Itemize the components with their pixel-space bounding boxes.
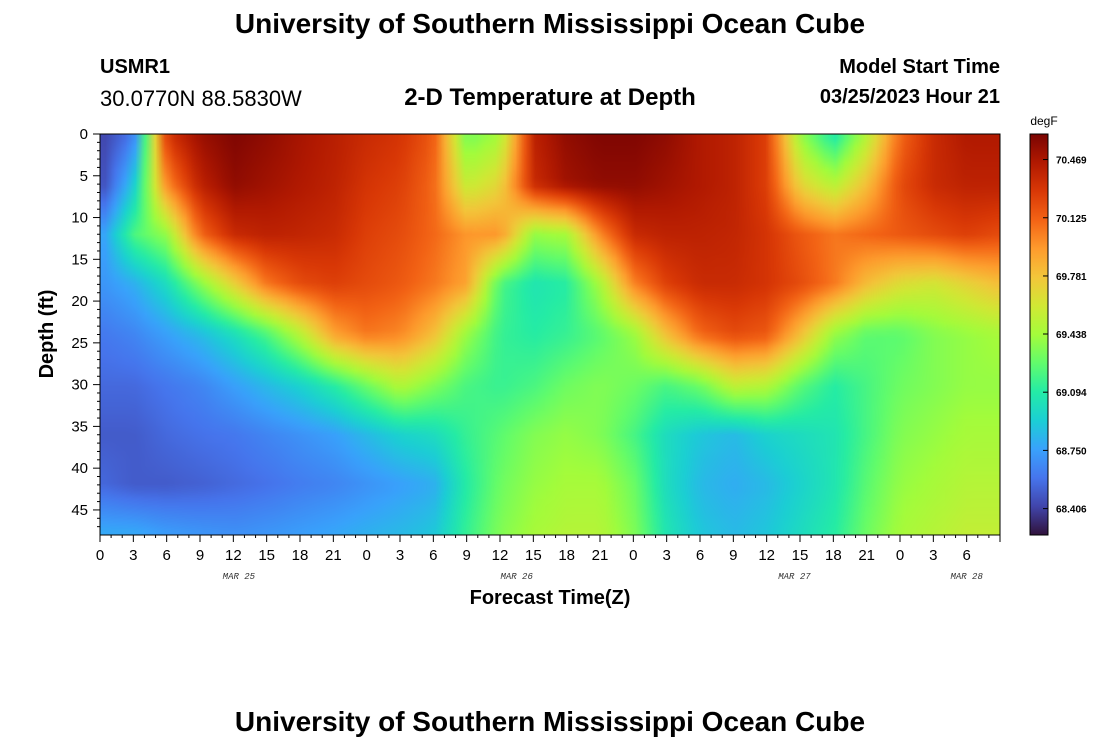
x-tick-label: 0: [362, 547, 370, 564]
x-tick-label: 0: [629, 547, 637, 564]
date-label: MAR 27: [778, 572, 811, 582]
x-tick-label: 18: [292, 547, 309, 564]
x-tick-label: 6: [162, 547, 170, 564]
x-tick-label: 0: [96, 547, 104, 564]
chart-subtitle: 2-D Temperature at Depth: [404, 84, 696, 111]
x-tick-label: 6: [696, 547, 704, 564]
x-tick-label: 18: [825, 547, 842, 564]
colorbar-tick-label: 69.781: [1056, 272, 1087, 283]
footer-title: University of Southern Mississippi Ocean…: [234, 706, 866, 737]
date-label: MAR 26: [500, 572, 533, 582]
x-tick-label: 3: [929, 547, 937, 564]
colorbar: [1029, 133, 1049, 536]
model-start-label: Model Start Time: [839, 56, 1000, 78]
x-tick-label: 6: [962, 547, 970, 564]
station-location: 30.0770N 88.5830W: [100, 86, 302, 111]
heatmap-chart: 0 3 6 9 12 15 18 21 0 3 6 9 12 15 18 21 0 3 6 9 12 15 18 21 0 3 6 M…: [36, 114, 1087, 609]
y-tick-label: 5: [80, 168, 88, 185]
colorbar-tick-label: 70.469: [1056, 156, 1087, 167]
x-tick-label: 3: [662, 547, 670, 564]
date-label: MAR 28: [950, 572, 983, 582]
y-tick-label: 15: [71, 251, 88, 268]
x-tick-label: 12: [758, 547, 775, 564]
x-tick-label: 9: [729, 547, 737, 564]
x-tick-label: 12: [225, 547, 242, 564]
y-tick-label: 10: [71, 210, 88, 227]
colorbar-ticks: 70.469 70.125 69.781 69.438 69.094 68.750 68.4…: [1043, 156, 1087, 516]
y-tick-label: 20: [71, 293, 88, 310]
y-tick-label: 35: [71, 418, 88, 435]
date-label: MAR 25: [223, 572, 256, 582]
x-tick-label: 15: [525, 547, 542, 564]
y-axis-label: Depth (ft): [36, 290, 58, 379]
colorbar-unit: degF: [1030, 114, 1057, 128]
x-tick-label: 15: [258, 547, 275, 564]
x-tick-label: 18: [558, 547, 575, 564]
chart-main-title: University of Southern Mississippi Ocean…: [234, 8, 866, 39]
colorbar-tick-label: 68.750: [1056, 446, 1087, 457]
x-tick-label: 21: [325, 547, 342, 564]
x-tick-label: 21: [592, 547, 609, 564]
heatmap-raster: [100, 134, 1000, 535]
plot-axes: 0 3 6 9 12 15 18 21 0 3 6 9 12 15 18 21 0 3 6 9 12 15 18 21 0 3 6 M…: [71, 126, 1001, 582]
colorbar-tick-label: 69.438: [1056, 330, 1087, 341]
colorbar-tick-label: 69.094: [1056, 388, 1087, 399]
station-id: USMR1: [100, 56, 171, 78]
model-start-value: 03/25/2023 Hour 21: [819, 86, 1000, 108]
x-tick-label: 9: [196, 547, 204, 564]
x-axis-label: Forecast Time(Z): [470, 587, 631, 609]
colorbar-tick-label: 70.125: [1056, 214, 1087, 225]
x-tick-label: 9: [462, 547, 470, 564]
y-tick-label: 30: [71, 377, 88, 394]
x-tick-label: 0: [896, 547, 904, 564]
y-tick-label: 25: [71, 335, 88, 352]
y-tick-label: 40: [71, 460, 88, 477]
y-tick-label: 45: [71, 502, 88, 519]
colorbar-tick-label: 68.406: [1056, 505, 1087, 516]
x-tick-label: 3: [396, 547, 404, 564]
x-tick-label: 3: [129, 547, 137, 564]
x-tick-label: 21: [858, 547, 875, 564]
x-tick-label: 6: [429, 547, 437, 564]
x-tick-label: 15: [792, 547, 809, 564]
y-tick-label: 0: [80, 126, 88, 143]
x-tick-label: 12: [492, 547, 509, 564]
